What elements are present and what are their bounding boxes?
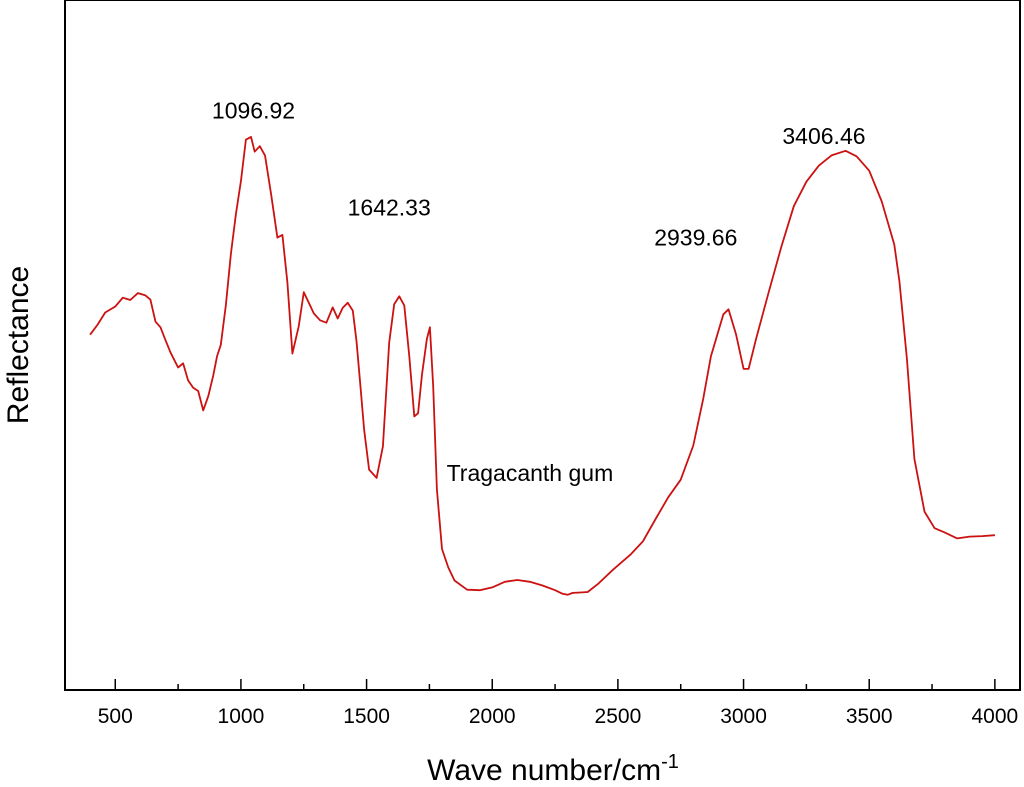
annotation-label: 3406.46 bbox=[782, 123, 865, 149]
x-tick-label: 1500 bbox=[343, 705, 390, 728]
series-line-tragacanth-gum bbox=[89, 136, 995, 596]
x-tick-label: 1000 bbox=[218, 705, 265, 728]
plot-frame bbox=[64, 0, 1021, 691]
y-axis-title: Reflectance bbox=[2, 266, 35, 424]
x-axis-ticks bbox=[114, 679, 996, 690]
x-axis-tick-labels: 500 1000 1500 2000 2500 3000 3500 4000 bbox=[98, 705, 1018, 728]
x-tick-label: 2500 bbox=[595, 705, 642, 728]
x-tick-label: 2000 bbox=[469, 705, 516, 728]
x-axis-title: Wave number/cm-1 bbox=[427, 751, 679, 787]
x-tick-label: 500 bbox=[98, 705, 133, 728]
annotation-label: 2939.66 bbox=[654, 225, 737, 251]
x-axis-title-superscript: -1 bbox=[661, 751, 679, 773]
x-tick-label: 3000 bbox=[720, 705, 767, 728]
annotation-label: 1096.92 bbox=[212, 97, 295, 123]
annotations: 1096.92 1642.33 2939.66 3406.46 Tragacanth g… bbox=[212, 97, 866, 486]
annotation-label: 1642.33 bbox=[348, 194, 431, 220]
annotation-label: Tragacanth gum bbox=[447, 460, 614, 486]
x-tick-label: 4000 bbox=[972, 705, 1019, 728]
x-tick-label: 3500 bbox=[846, 705, 893, 728]
